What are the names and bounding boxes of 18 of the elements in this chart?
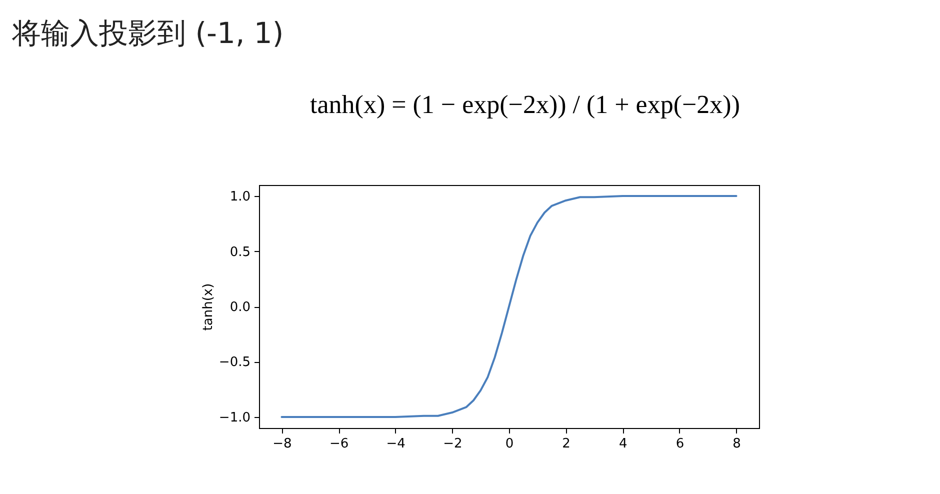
chart-title: 将输入投影到 (-1, 1) [12,15,284,52]
y-axis-title: tanh(x) [200,283,216,331]
x-tick-label: −8 [272,436,292,452]
x-tick-label: −6 [329,436,349,452]
x-tick-label: −4 [386,436,406,452]
chart-subtitle: tanh(x) = (1 − exp(−2x)) / (1 + exp(−2x)) [309,90,741,120]
x-tick-label: −2 [443,436,462,452]
line-series [280,195,738,418]
y-tick-label: −1.0 [218,410,250,426]
y-tick-label: 1.0 [230,190,250,205]
x-tick-label: 8 [732,436,741,452]
x-tick-label: 2 [562,436,570,452]
y-tick-label: 0.5 [230,244,250,260]
x-tick-label: 6 [676,436,684,452]
y-tick-label: −0.5 [218,355,250,370]
x-tick-label: 4 [618,436,628,452]
x-tick-label: 0 [505,436,514,452]
y-tick-label: 0.0 [230,300,250,315]
